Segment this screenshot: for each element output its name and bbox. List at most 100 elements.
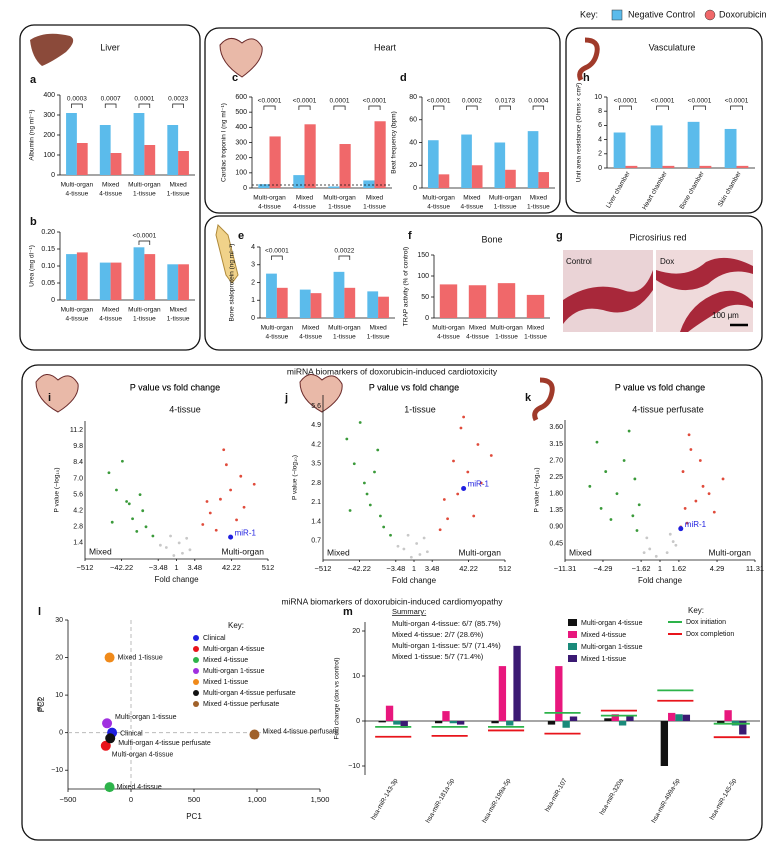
x-tick-label: −512 xyxy=(315,564,332,573)
point xyxy=(249,729,260,740)
y-tick-label: 0.7 xyxy=(311,538,321,545)
point xyxy=(406,533,410,537)
legend-title: Key: xyxy=(228,621,244,630)
panel-letter: h xyxy=(583,72,590,84)
p-value: 0.0007 xyxy=(101,96,121,103)
y-axis-label: P value (−log₁₀) xyxy=(54,467,61,512)
x-tick-label: Mixed xyxy=(527,325,545,332)
x-tick-label: 4-tissue xyxy=(466,334,489,341)
y-tick-label: 9.8 xyxy=(73,443,83,450)
point xyxy=(205,500,209,503)
bar xyxy=(660,721,669,766)
point xyxy=(402,547,406,551)
panel-title: P value vs fold change xyxy=(130,382,220,392)
point-label: Mixed 1-tissue xyxy=(118,654,163,661)
x-tick-label: Multi-organ xyxy=(328,325,361,332)
side-label: Mixed xyxy=(569,547,592,557)
point xyxy=(685,521,689,525)
point xyxy=(425,550,429,554)
y-tick-label: 3.60 xyxy=(549,424,563,431)
point xyxy=(466,470,470,474)
bar xyxy=(76,252,88,300)
bar xyxy=(527,131,539,188)
x-tick-label: 4.29 xyxy=(710,564,725,573)
bar xyxy=(569,716,578,721)
point xyxy=(442,498,446,501)
significance-bracket xyxy=(138,103,151,108)
y-tick-label: 1.35 xyxy=(549,507,563,514)
x-tick-label: Multi-organ xyxy=(128,307,161,314)
x-tick-label: 1,000 xyxy=(248,795,267,804)
x-tick-label: 3.48 xyxy=(187,563,202,572)
x-tick-label: −3.48 xyxy=(149,563,168,572)
significance-bracket xyxy=(298,105,311,110)
point xyxy=(588,484,592,488)
point xyxy=(141,509,145,513)
y-tick-label: 8.4 xyxy=(73,459,83,466)
significance-bracket xyxy=(432,105,445,110)
legend-swatch xyxy=(193,701,199,707)
significance-bracket xyxy=(730,105,743,110)
bar xyxy=(276,287,288,318)
bar xyxy=(668,712,676,721)
bar xyxy=(724,710,732,721)
y-tick-label: 0 xyxy=(413,185,417,192)
x-tick-label: 1-tissue xyxy=(333,334,356,341)
point xyxy=(687,433,691,437)
x-tick-label: Multi-organ xyxy=(323,195,356,202)
x-tick-label: Mixed xyxy=(169,307,187,314)
liver-box xyxy=(19,24,201,351)
image-label: Control xyxy=(566,257,592,266)
bar xyxy=(133,113,145,175)
y-axis-label: Fold change (dox vs control) xyxy=(334,657,341,739)
y-axis-label: Cardiac troponin I (ng ml⁻¹) xyxy=(221,103,228,182)
panel-letter: g xyxy=(556,230,563,242)
bar xyxy=(611,714,619,721)
tissue-stain xyxy=(563,270,653,324)
x-tick-label: 4-tissue xyxy=(293,204,316,211)
bar xyxy=(555,666,563,721)
bar xyxy=(562,721,570,728)
highlight-point xyxy=(228,534,234,540)
point xyxy=(252,482,256,486)
bar xyxy=(724,128,737,168)
legend-swatch xyxy=(193,690,199,696)
bar xyxy=(442,711,450,721)
x-tick-label: Mixed xyxy=(169,182,187,189)
point xyxy=(242,505,246,509)
significance-bracket xyxy=(656,105,669,110)
legend-label: Mixed 4-tissue perfusate xyxy=(203,701,279,708)
heart-icon xyxy=(299,374,343,413)
point xyxy=(135,530,139,533)
bar xyxy=(427,140,439,188)
vessel-icon xyxy=(532,377,555,422)
point xyxy=(721,477,725,481)
point xyxy=(635,529,639,532)
y-tick-label: 4.9 xyxy=(311,422,321,429)
point xyxy=(668,532,672,536)
point xyxy=(627,429,631,433)
x-tick-label: 1 xyxy=(412,564,416,573)
legend-label: Multi-organ 4-tissue xyxy=(581,620,643,627)
y-tick-label: 600 xyxy=(235,94,247,101)
y-tick-label: 0.45 xyxy=(549,540,563,547)
p-value: 0.0173 xyxy=(495,98,515,105)
significance-bracket xyxy=(172,103,184,108)
legend-label: Dox initiation xyxy=(686,619,726,626)
highlight-point xyxy=(678,526,684,532)
x-tick-label: Mixed xyxy=(302,325,320,332)
x-tick-label: 1-tissue xyxy=(167,316,190,323)
bar xyxy=(434,721,443,724)
point xyxy=(115,488,118,492)
key-title: Key: xyxy=(580,9,598,19)
point xyxy=(104,652,115,663)
bar xyxy=(339,144,351,188)
point xyxy=(415,542,419,545)
x-tick-label: hsa-miR-143-3p xyxy=(370,777,400,821)
point xyxy=(389,533,392,537)
bar xyxy=(310,293,322,318)
vasculature-box xyxy=(565,27,763,214)
x-tick-label: −11.31 xyxy=(554,564,577,573)
point xyxy=(125,500,129,503)
bar xyxy=(99,125,111,175)
